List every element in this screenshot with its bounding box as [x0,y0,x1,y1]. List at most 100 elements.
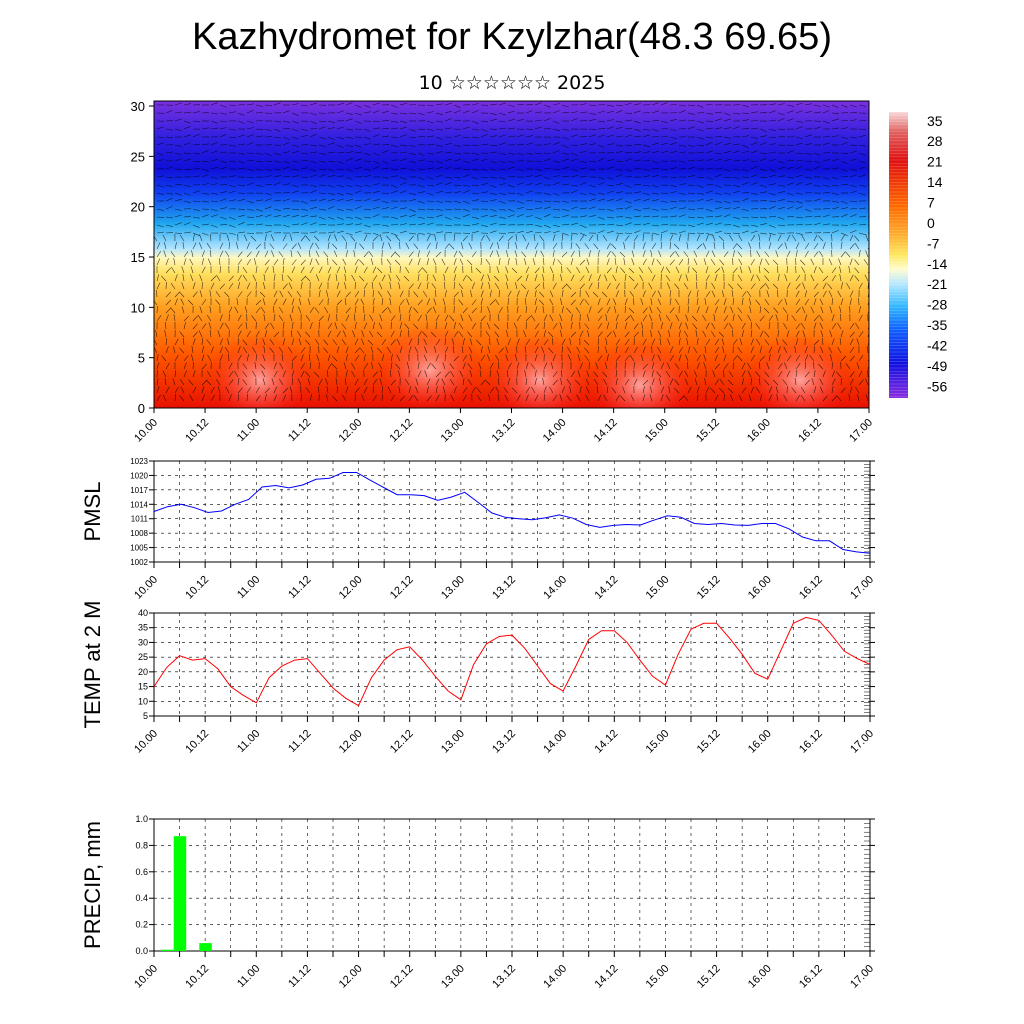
wind-vector [199,290,203,298]
wind-vector [226,234,230,242]
wind-vector [354,144,362,148]
wind-vector [525,274,529,282]
wind-vector [786,200,794,203]
wind-vector [435,151,443,154]
wind-vector [813,152,821,156]
wind-vector [695,274,698,282]
wind-vector [291,259,297,266]
wind-vector [705,208,713,212]
wind-vector [246,134,254,138]
wind-vector [246,120,254,124]
wind-vector [651,160,659,164]
wind-vector [777,224,786,227]
wind-vector [750,192,758,195]
wind-vector [579,150,587,154]
wind-vector [750,111,758,114]
wind-vector [822,152,831,154]
wind-vector [313,371,320,378]
wind-vector [334,322,338,330]
wind-vector [300,266,305,274]
wind-vector [831,104,839,108]
wind-vector [570,206,578,210]
wind-vector [264,224,272,227]
wind-vector [784,298,788,306]
wind-vector [765,282,770,290]
wind-vector [831,127,839,130]
wind-vector [327,198,335,202]
wind-vector [822,110,830,114]
wind-vector [750,174,758,178]
wind-vector [192,291,198,298]
wind-vector [723,176,732,178]
wind-vector [657,290,662,298]
wind-vector [759,306,762,314]
wind-vector [749,306,752,314]
wind-vector [406,362,410,370]
wind-vector [615,282,620,290]
wind-vector [262,378,266,386]
wind-vector [514,354,518,362]
wind-vector [300,354,304,362]
wind-vector [318,160,326,163]
wind-vector [516,207,524,210]
wind-vector [516,362,520,370]
wind-vector [327,323,333,330]
wind-vector [849,298,852,306]
wind-vector [489,250,494,258]
wind-vector [561,214,569,218]
wind-vector [351,370,356,378]
wind-vector [615,126,623,130]
wind-vector [246,354,249,362]
wind-vector [712,370,716,378]
wind-vector [327,354,331,362]
wind-vector [255,299,262,306]
wind-vector [506,330,509,338]
wind-vector [201,232,209,236]
wind-vector [480,305,482,314]
wind-vector [259,363,266,370]
wind-vector [246,258,252,266]
wind-vector [390,136,399,138]
wind-vector [772,379,779,386]
wind-vector [327,242,330,250]
wind-vector [829,354,833,362]
wind-vector [777,234,782,242]
wind-vector [642,128,650,131]
wind-vector [471,120,479,124]
wind-vector [777,207,785,210]
wind-vector [336,110,344,114]
x-tick-label: 13.00 [439,963,467,991]
wind-vector [156,274,160,282]
wind-vector [768,136,777,138]
wind-vector [867,341,869,346]
wind-vector [354,184,362,187]
wind-vector [398,370,401,378]
wind-vector [291,160,299,163]
wind-vector [596,386,599,394]
wind-vector [309,151,317,154]
wind-vector [345,176,353,180]
wind-vector [381,385,384,394]
wind-vector [865,234,869,242]
wind-vector [333,250,338,258]
wind-vector [360,298,365,306]
wind-vector [264,266,269,274]
wind-vector [279,378,284,386]
wind-vector [219,151,227,154]
wind-vector [813,386,817,394]
wind-vector [462,208,470,212]
wind-vector [840,183,848,186]
wind-vector [624,184,632,188]
wind-vector [336,144,344,148]
wind-vector [615,394,620,402]
wind-vector [174,386,179,394]
x-tick-label: 14.12 [592,728,620,756]
x-tick-label: 14.00 [541,574,569,602]
wind-vector [453,274,457,282]
wind-vector [255,168,263,171]
wind-vector [417,330,422,338]
wind-vector [165,216,173,219]
wind-vector [435,160,443,164]
wind-vector [345,291,351,298]
wind-vector [714,200,722,203]
